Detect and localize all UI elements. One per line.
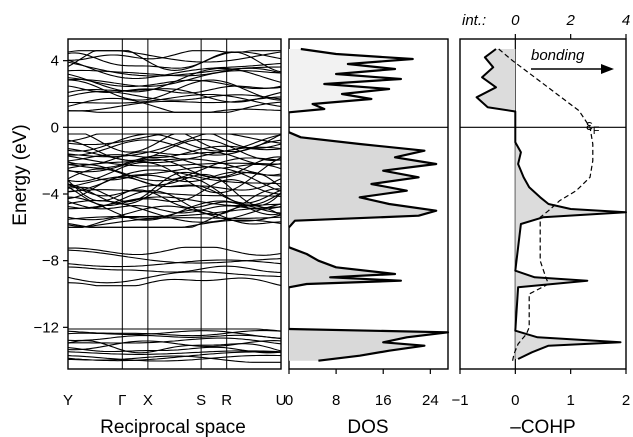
dos-x-tick-label-3: 24 [422, 392, 439, 409]
dos-x-tick-label-0: 0 [285, 392, 293, 409]
band-line-70 [68, 334, 281, 342]
y-tick-label-0: 4 [51, 53, 59, 70]
y-tick-layer: Y Γ X S R U 4 0 −4 −8 −12 [34, 53, 287, 409]
band-line-13 [68, 61, 281, 77]
band-line-9 [68, 67, 281, 93]
band-line-61 [68, 246, 281, 256]
cohp-layer: −1 0 1 2 0 2 4 [451, 12, 630, 409]
band-line-68 [68, 340, 281, 351]
band-line-1 [68, 97, 281, 113]
band-line-16 [68, 50, 281, 63]
dos-x-tick-label-1: 8 [332, 392, 340, 409]
cohp-x-tick-label-2: 1 [566, 392, 574, 409]
y-tick-label-2: −4 [42, 186, 59, 203]
band-line-60 [68, 249, 281, 264]
band-line-44 [68, 157, 281, 182]
band-line-41 [68, 155, 281, 170]
band-line-3 [68, 93, 281, 107]
kpoint-label-1: Γ [118, 392, 126, 409]
band-line-31 [68, 179, 281, 207]
band-line-10 [68, 70, 281, 87]
band-line-30 [68, 189, 281, 197]
cohp-top-tick-label-2: 4 [622, 12, 630, 29]
cohp-fill [476, 49, 626, 359]
band-line-20 [68, 216, 281, 228]
cohp-top-tick-label-1: 2 [565, 12, 575, 29]
fermi-subscript: F [593, 125, 600, 137]
band-line-73 [68, 328, 281, 332]
band-line-58 [68, 265, 281, 273]
dos-x-axis-title: DOS [347, 417, 388, 437]
y-tick-label-1: 0 [51, 119, 59, 136]
band-line-43 [68, 158, 281, 177]
kpoint-label-2: X [143, 392, 153, 409]
band-line-38 [68, 166, 281, 192]
band-line-51 [68, 133, 281, 158]
band-line-2 [68, 96, 281, 112]
band-line-63 [68, 354, 281, 362]
band-line-52 [68, 133, 281, 152]
dos-curve-1 [288, 131, 438, 229]
band-line-27 [68, 201, 281, 214]
band-line-57 [68, 271, 281, 284]
dos-curve-0 [288, 47, 414, 114]
y-axis-title: Energy (eV) [10, 124, 31, 225]
kpoint-label-0: Y [63, 392, 73, 409]
band-line-69 [68, 337, 281, 345]
dos-layer: 0 8 16 24 [285, 47, 450, 409]
kpoint-label-5: U [276, 392, 287, 409]
band-structure-layer [68, 39, 281, 369]
kpoint-label-3: S [196, 392, 206, 409]
band-line-36 [68, 168, 281, 191]
band-line-12 [68, 59, 281, 80]
band-line-14 [68, 51, 281, 73]
band-line-67 [68, 340, 281, 354]
dos-fill-0 [289, 49, 413, 113]
band-line-23 [68, 205, 281, 222]
band-line-29 [68, 184, 281, 216]
cohp-panel-frame [459, 38, 627, 370]
band-line-7 [68, 85, 281, 94]
dos-x-tick-label-2: 16 [375, 392, 392, 409]
cohp-x-axis-title: –COHP [510, 417, 575, 437]
band-line-56 [68, 277, 281, 287]
cohp-x-tick-label-3: 2 [622, 392, 630, 409]
band-line-34 [68, 173, 281, 207]
fermi-epsilon: ε [586, 117, 593, 134]
dos-fill-1 [289, 132, 437, 228]
dos-curve-2 [288, 246, 402, 289]
integrated-cohp-curve [498, 48, 594, 361]
integrated-axis-label: int.: [462, 12, 486, 29]
cohp-curve [475, 48, 627, 360]
band-line-22 [68, 206, 281, 220]
band-line-28 [68, 188, 281, 216]
band-line-64 [68, 351, 281, 362]
cohp-top-tick-label-0: 0 [511, 12, 520, 29]
dos-curve-3 [288, 327, 450, 362]
band-line-48 [68, 145, 281, 162]
band-line-55 [68, 133, 281, 153]
bonding-label: bonding [531, 47, 585, 64]
y-tick-label-4: −12 [34, 319, 59, 336]
kpoint-label-4: R [221, 392, 232, 409]
dos-fill-2 [289, 247, 401, 288]
cohp-x-tick-label-0: −1 [451, 392, 468, 409]
y-tick-label-3: −8 [42, 253, 59, 270]
band-line-17 [68, 50, 281, 61]
bonding-arrow-head [601, 64, 614, 74]
band-line-6 [68, 79, 281, 101]
fermi-level-label: εF [586, 117, 600, 137]
band-line-46 [68, 151, 281, 166]
cohp-x-tick-label-1: 0 [511, 392, 519, 409]
band-line-42 [68, 156, 281, 178]
band-line-72 [68, 330, 281, 337]
band-line-49 [68, 138, 281, 161]
band-line-66 [68, 346, 281, 354]
band-line-4 [68, 90, 281, 101]
band-line-39 [68, 157, 281, 194]
band-x-axis-title: Reciprocal space [100, 417, 246, 437]
band-line-40 [68, 169, 281, 183]
